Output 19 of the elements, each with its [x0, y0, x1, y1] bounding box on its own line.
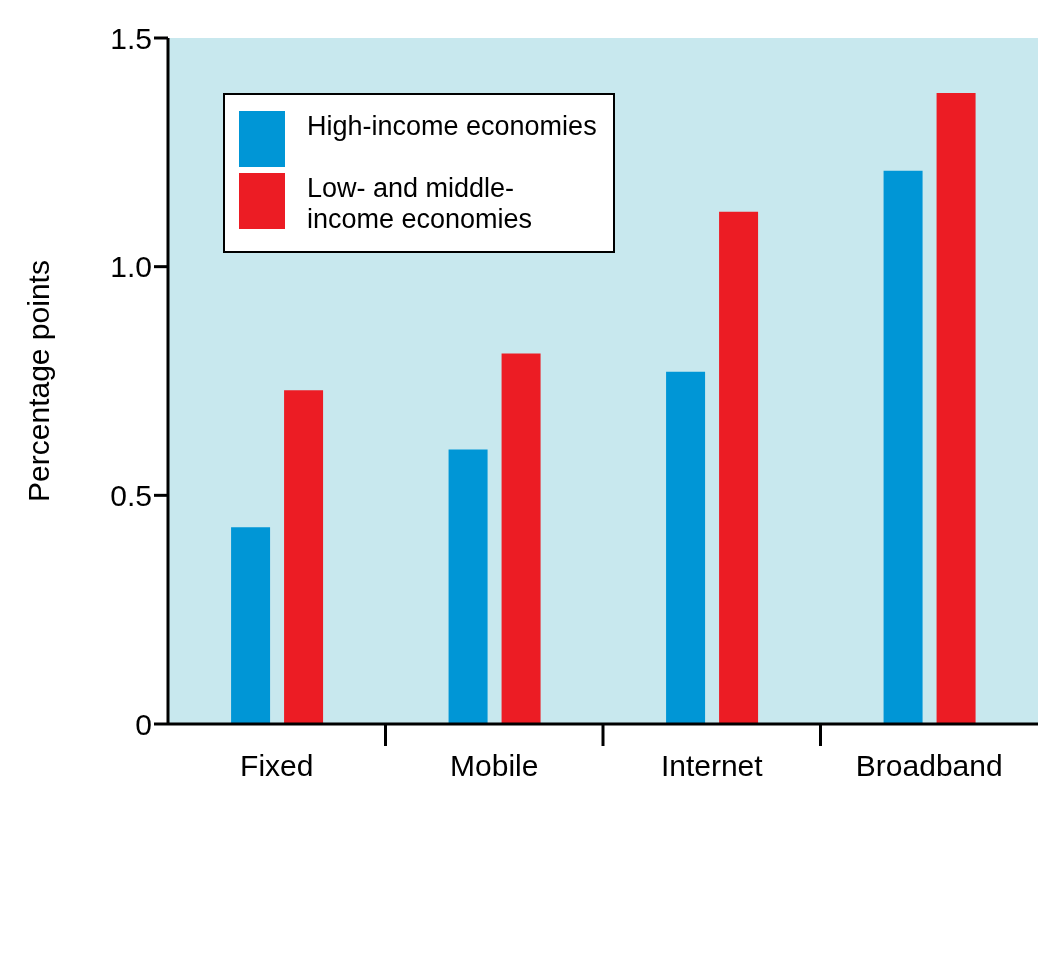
y-axis-title: Percentage points [21, 260, 55, 502]
bar [231, 527, 271, 724]
y-tick-label: 0.5 [110, 478, 152, 512]
x-tick-label: Broadband [855, 749, 1003, 782]
x-tick-label: Mobile [450, 749, 539, 782]
bar [666, 371, 706, 724]
bar [501, 353, 541, 724]
legend-label: Low- and middle-income economies [307, 173, 534, 235]
bar [719, 211, 759, 724]
legend-label: High-income economies [307, 111, 597, 142]
x-tick-label: Internet [660, 749, 764, 782]
x-tick-label: Fixed [240, 749, 314, 782]
bar [284, 390, 324, 724]
bar [936, 92, 976, 724]
bar [883, 170, 923, 724]
y-tick-label: 1.5 [110, 21, 152, 55]
y-tick-label: 0 [135, 707, 152, 741]
y-tick-label: 1.0 [110, 250, 152, 284]
bar [448, 449, 488, 724]
